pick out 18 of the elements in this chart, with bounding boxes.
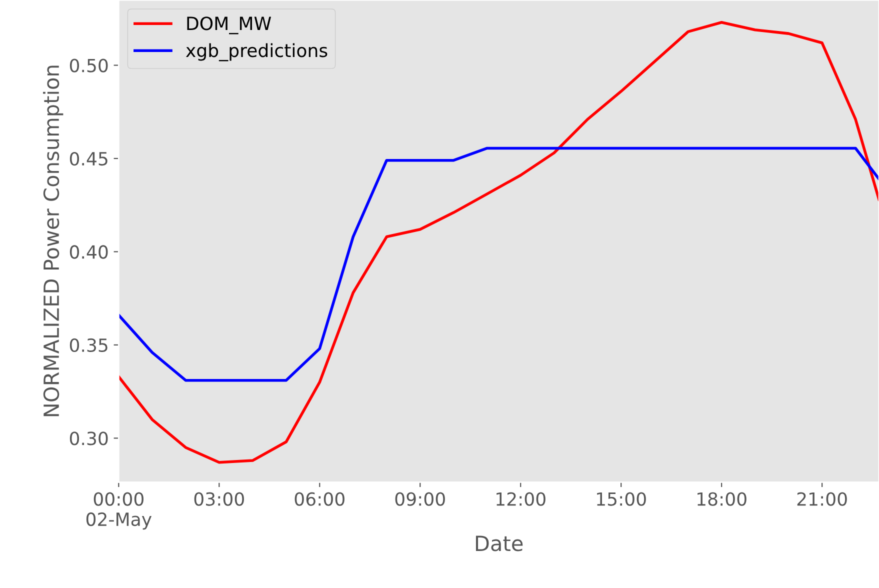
y-tick-label: 0.50 (70, 58, 108, 72)
x-axis-title: Date (476, 536, 523, 552)
y-tick-label: 0.35 (70, 338, 108, 352)
x-tick-label: 18:00 (698, 492, 746, 506)
x-tick-label: 06:00 (294, 492, 344, 506)
x-tick-label: 00:00 02-May (86, 492, 152, 530)
y-tick-label: 0.40 (70, 245, 108, 259)
y-axis-title: NORMALIZED Power Consumption (43, 66, 64, 416)
line-series (118, 146, 879, 382)
x-tick-label: 03:00 (194, 492, 244, 506)
x-tick-label: 12:00 (496, 492, 546, 506)
y-tick-label: 0.45 (70, 152, 108, 166)
legend-label: xgb_predictions (186, 43, 328, 62)
x-tick-label: 21:00 (797, 492, 847, 506)
legend-label: DOM_MW (187, 16, 272, 34)
y-tick-label: 0.30 (70, 432, 108, 446)
x-tick-label: 15:00 (597, 492, 646, 506)
x-tick-label: 09:00 (395, 492, 445, 506)
